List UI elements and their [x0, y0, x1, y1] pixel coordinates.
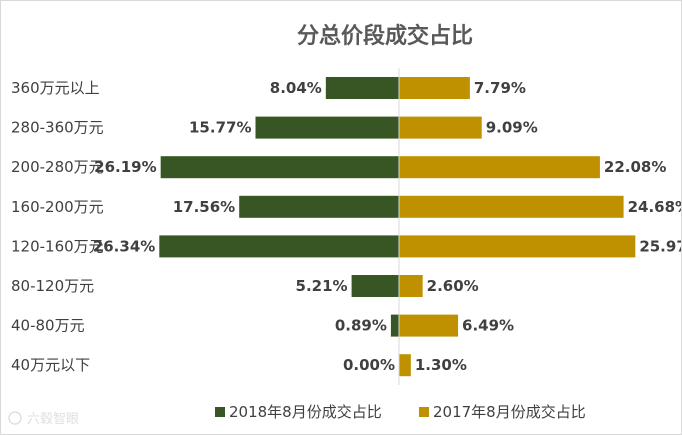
data-label-2018: 17.56% [173, 198, 235, 216]
data-label-2018: 0.89% [335, 317, 387, 335]
data-label-2017: 24.68% [628, 198, 681, 216]
data-label-2018: 8.04% [270, 79, 322, 97]
category-label: 80-120万元 [11, 277, 94, 295]
bar-2018 [325, 77, 399, 99]
bar-2018 [159, 235, 399, 258]
legend: 2018年8月份成交占比 2017年8月份成交占比 [215, 403, 586, 421]
bar-2018 [239, 195, 399, 218]
bar-2018 [351, 275, 399, 297]
legend-label: 2017年8月份成交占比 [433, 403, 586, 421]
data-label-2017: 9.09% [486, 119, 538, 137]
bars-layer [159, 77, 636, 377]
bar-2018 [255, 116, 399, 139]
bar-2017 [399, 116, 482, 139]
data-label-2018: 15.77% [189, 119, 251, 137]
category-label: 280-360万元 [11, 119, 104, 137]
data-label-2018: 26.34% [93, 237, 155, 255]
bar-2017 [399, 235, 636, 258]
chart-title: 分总价段成交占比 [297, 23, 473, 49]
data-label-2017: 22.08% [604, 158, 666, 176]
legend-label: 2018年8月份成交占比 [229, 403, 382, 421]
watermark-logo-icon [8, 411, 22, 425]
labels-layer: 360万元以上 8.04% 7.79% 280-360万元 15.77% 9.09% 200… [11, 79, 681, 374]
bar-2017 [399, 314, 459, 337]
category-label: 200-280万元 [11, 158, 104, 176]
data-label-2017: 25.97% [639, 237, 681, 255]
category-label: 160-200万元 [11, 198, 104, 216]
bar-2018 [390, 314, 399, 337]
bar-2017 [399, 156, 600, 179]
watermark-text: 六毂智眼 [27, 412, 79, 427]
data-label-2017: 2.60% [427, 277, 479, 295]
data-label-2018: 0.00% [343, 356, 395, 374]
watermark: 六毂智眼 [8, 411, 79, 427]
bar-2017 [399, 77, 470, 99]
category-label: 40万元以下 [11, 356, 90, 374]
category-label: 120-160万元 [11, 237, 104, 255]
data-label-2017: 6.49% [462, 317, 514, 335]
category-label: 40-80万元 [11, 317, 85, 335]
legend-swatch [215, 407, 225, 417]
data-label-2017: 1.30% [415, 356, 467, 374]
bar-2018 [160, 156, 399, 179]
data-label-2018: 5.21% [296, 277, 348, 295]
bar-2017 [399, 275, 423, 297]
data-label-2018: 26.19% [94, 158, 156, 176]
category-label: 360万元以上 [11, 79, 100, 97]
bar-2017 [399, 354, 411, 377]
legend-swatch [419, 407, 429, 417]
bar-2017 [399, 195, 624, 218]
data-label-2017: 7.79% [474, 79, 526, 97]
